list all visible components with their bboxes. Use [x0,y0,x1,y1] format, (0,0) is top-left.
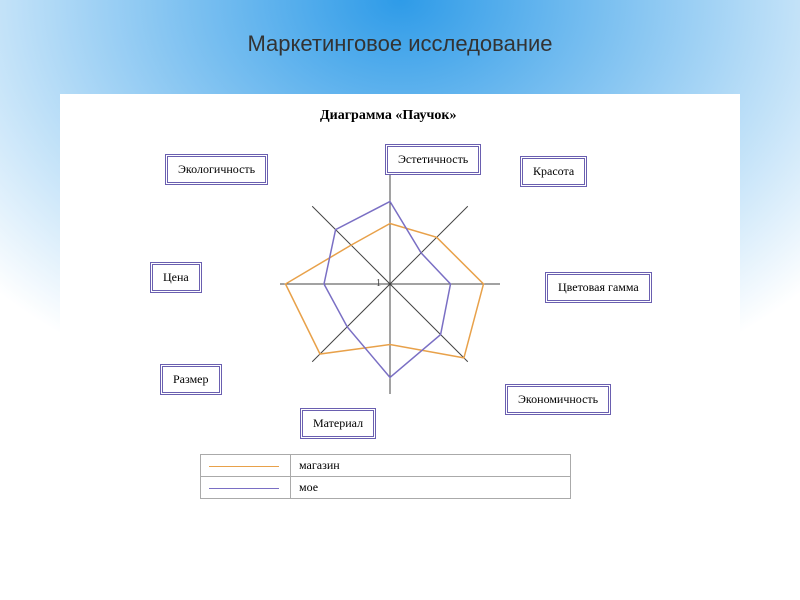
category-label: Экологичность [165,154,268,185]
legend-label: магазин [291,455,571,477]
category-label: Цветовая гамма [545,272,652,303]
category-label: Экономичность [505,384,611,415]
legend-row: мое [201,477,571,499]
page-title: Маркетинговое исследование [247,31,552,57]
category-label: Материал [300,408,376,439]
legend-label: мое [291,477,571,499]
category-label: Красота [520,156,587,187]
header-band: Маркетинговое исследование [0,0,800,88]
legend-row: магазин [201,455,571,477]
legend-swatch [201,477,291,499]
legend: магазинмое [200,454,571,499]
svg-text:1: 1 [376,278,381,289]
category-label: Цена [150,262,202,293]
content-card: Диаграмма «Паучок» 1 ЭстетичностьКрасота… [60,94,740,494]
category-label: Эстетичность [385,144,481,175]
legend-swatch [201,455,291,477]
category-label: Размер [160,364,222,395]
